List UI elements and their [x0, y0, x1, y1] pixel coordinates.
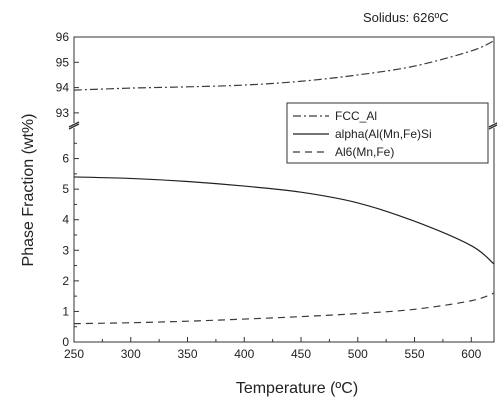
y-tick-label: 4	[62, 213, 69, 227]
y-tick-label: 2	[62, 274, 69, 288]
solidus-annotation: Solidus: 626ºC	[363, 10, 449, 25]
x-tick-label: 350	[177, 347, 197, 361]
x-tick-label: 600	[461, 347, 481, 361]
legend: FCC_Al alpha(Al(Mn,Fe)Si Al6(Mn,Fe)	[286, 102, 489, 164]
y-tick-label: 0	[62, 335, 69, 349]
left-axis-break	[68, 121, 80, 130]
y-tick-label: 93	[56, 106, 70, 120]
y-tick-label: 94	[56, 81, 70, 95]
x-axis-title: Temperature (ºC)	[236, 380, 358, 397]
y-tick-label: 6	[62, 152, 69, 166]
legend-label: alpha(Al(Mn,Fe)Si	[335, 127, 432, 141]
legend-label: FCC_Al	[335, 109, 377, 123]
series-lines	[73, 40, 495, 325]
x-tick-label: 450	[291, 347, 311, 361]
upper-panel-frame	[73, 36, 495, 123]
series-line-1	[73, 176, 495, 265]
series-line-0	[73, 40, 495, 91]
y-axis-ticks: 93 94 95 96 0 1 2 3 4 5 6	[56, 30, 79, 349]
legend-label: Al6(Mn,Fe)	[335, 145, 394, 159]
x-tick-label: 400	[234, 347, 254, 361]
y-tick-label: 96	[56, 30, 70, 44]
y-tick-label: 1	[62, 304, 69, 318]
x-tick-label: 500	[348, 347, 368, 361]
y-tick-label: 95	[56, 55, 70, 69]
y-tick-label: 5	[62, 182, 69, 196]
series-line-2	[73, 292, 495, 325]
y-axis-title: Phase Fraction (wt%)	[20, 114, 37, 267]
x-tick-label: 250	[64, 347, 84, 361]
x-tick-label: 550	[405, 347, 425, 361]
x-tick-label: 300	[121, 347, 141, 361]
legend-box	[286, 102, 489, 164]
x-axis-ticks: 250 300 350 400 450 500 550 600	[64, 337, 482, 361]
right-axis-break	[488, 122, 497, 130]
y-tick-label: 3	[62, 243, 69, 257]
